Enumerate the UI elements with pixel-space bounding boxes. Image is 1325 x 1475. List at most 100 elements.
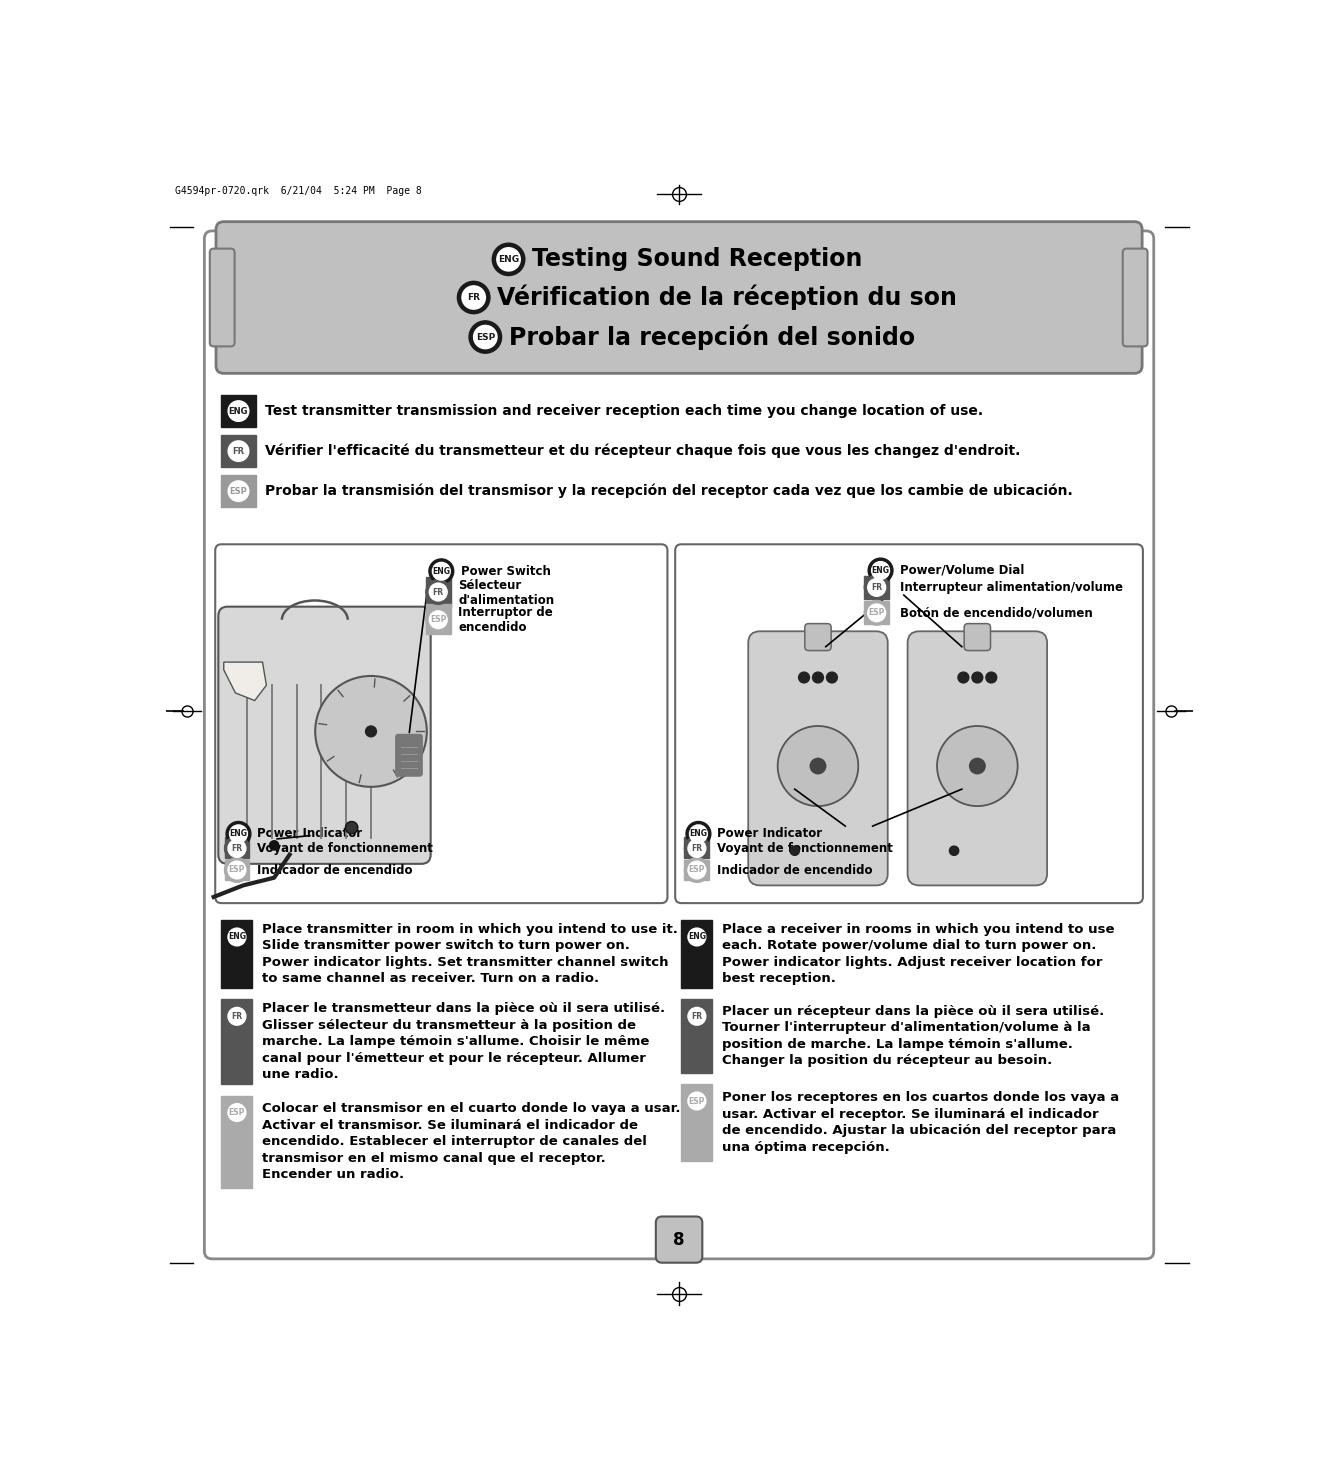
Circle shape [228,861,246,879]
Circle shape [868,558,893,583]
Circle shape [872,562,889,580]
Circle shape [688,1007,706,1025]
Text: FR: FR [433,587,444,596]
Bar [864,602,889,624]
Circle shape [366,726,376,738]
Circle shape [827,673,837,683]
Circle shape [958,673,969,683]
Circle shape [228,401,249,422]
Text: FR: FR [232,844,242,853]
Text: FR: FR [871,583,882,591]
Circle shape [315,676,427,786]
Text: Probar la transmisión del transmisor y la recepción del receptor cada vez que lo: Probar la transmisión del transmisor y l… [265,484,1072,499]
Circle shape [986,673,996,683]
Circle shape [425,608,450,633]
Text: ESP: ESP [868,608,885,618]
Circle shape [688,861,706,879]
Circle shape [868,603,885,621]
Circle shape [685,857,709,882]
Circle shape [778,726,859,807]
Circle shape [864,600,889,625]
Circle shape [688,1092,706,1109]
Text: Test transmitter transmission and receiver reception each time you change locati: Test transmitter transmission and receiv… [265,404,983,417]
Text: Indicador de encendido: Indicador de encendido [717,863,873,876]
FancyBboxPatch shape [396,735,423,776]
Text: Colocar el transmisor en el cuarto donde lo vaya a usar.
Activar el transmisor. : Colocar el transmisor en el cuarto donde… [262,1102,680,1181]
Text: ENG: ENG [432,566,450,575]
FancyBboxPatch shape [749,631,888,885]
FancyBboxPatch shape [1122,249,1147,347]
Text: Vérifier l'efficacité du transmetteur et du récepteur chaque fois que vous les c: Vérifier l'efficacité du transmetteur et… [265,444,1020,459]
Circle shape [469,322,502,353]
Circle shape [973,673,983,683]
Text: Placer un récepteur dans la pièce où il sera utilisé.
Tourner l'interrupteur d'a: Placer un récepteur dans la pièce où il … [722,1004,1104,1068]
Text: ESP: ESP [689,866,705,875]
Bar [681,1084,713,1161]
Text: Power Switch: Power Switch [461,565,551,578]
Circle shape [429,559,453,584]
Circle shape [227,822,250,847]
Bar [864,575,889,599]
Bar [221,1000,253,1084]
Circle shape [685,925,709,950]
Circle shape [457,282,490,314]
FancyBboxPatch shape [219,606,431,864]
Polygon shape [224,662,266,701]
Text: ESP: ESP [689,1096,705,1105]
Text: FR: FR [692,844,702,853]
Text: Interrupteur alimentation/volume: Interrupteur alimentation/volume [900,581,1122,594]
Circle shape [686,822,710,847]
Circle shape [689,825,708,842]
FancyBboxPatch shape [965,624,991,650]
Circle shape [432,562,450,580]
Text: 8: 8 [673,1230,685,1249]
Circle shape [812,673,823,683]
Text: Testing Sound Reception: Testing Sound Reception [531,248,863,271]
FancyBboxPatch shape [676,544,1143,903]
Text: Place transmitter in room in which you intend to use it.
Slide transmitter power: Place transmitter in room in which you i… [262,923,677,985]
Text: FR: FR [468,294,480,302]
Text: Voyant de fonctionnement: Voyant de fonctionnement [717,842,893,855]
Circle shape [346,822,358,833]
Text: Power Indicator: Power Indicator [257,827,362,841]
Circle shape [425,580,450,605]
Circle shape [970,758,984,774]
Circle shape [685,836,709,861]
Circle shape [224,857,249,882]
Text: Poner los receptores en los cuartos donde los vaya a
usar. Activar el receptor. : Poner los receptores en los cuartos dond… [722,1092,1118,1153]
Text: Sélecteur
d'alimentation: Sélecteur d'alimentation [458,578,554,606]
Text: FR: FR [692,1012,702,1021]
Circle shape [810,758,825,774]
Text: Voyant de fonctionnement: Voyant de fonctionnement [257,842,433,855]
Circle shape [688,928,706,945]
FancyBboxPatch shape [656,1217,702,1263]
Circle shape [429,611,447,628]
Text: ENG: ENG [228,932,246,941]
Bar [221,435,256,468]
Circle shape [868,578,885,596]
Circle shape [228,441,249,462]
FancyBboxPatch shape [216,221,1142,373]
Circle shape [224,1100,249,1125]
Bar [221,395,256,428]
Circle shape [937,726,1018,807]
Circle shape [269,841,278,850]
Text: Place a receiver in rooms in which you intend to use
each. Rotate power/volume d: Place a receiver in rooms in which you i… [722,923,1114,985]
Bar [224,836,249,858]
Circle shape [497,248,521,271]
Bar [685,860,709,881]
Circle shape [864,575,889,600]
Circle shape [473,326,497,348]
Circle shape [493,243,525,276]
Text: Placer le transmetteur dans la pièce où il sera utilisé.
Glisser sélecteur du tr: Placer le transmetteur dans la pièce où … [262,1002,665,1081]
Text: Indicador de encendido: Indicador de encendido [257,863,412,876]
Bar [425,605,450,634]
FancyBboxPatch shape [215,544,668,903]
Circle shape [228,1103,246,1121]
Circle shape [228,481,249,502]
Circle shape [685,1089,709,1114]
Circle shape [224,836,249,861]
FancyBboxPatch shape [209,249,235,347]
Bar [681,920,713,988]
Bar [681,1000,713,1072]
